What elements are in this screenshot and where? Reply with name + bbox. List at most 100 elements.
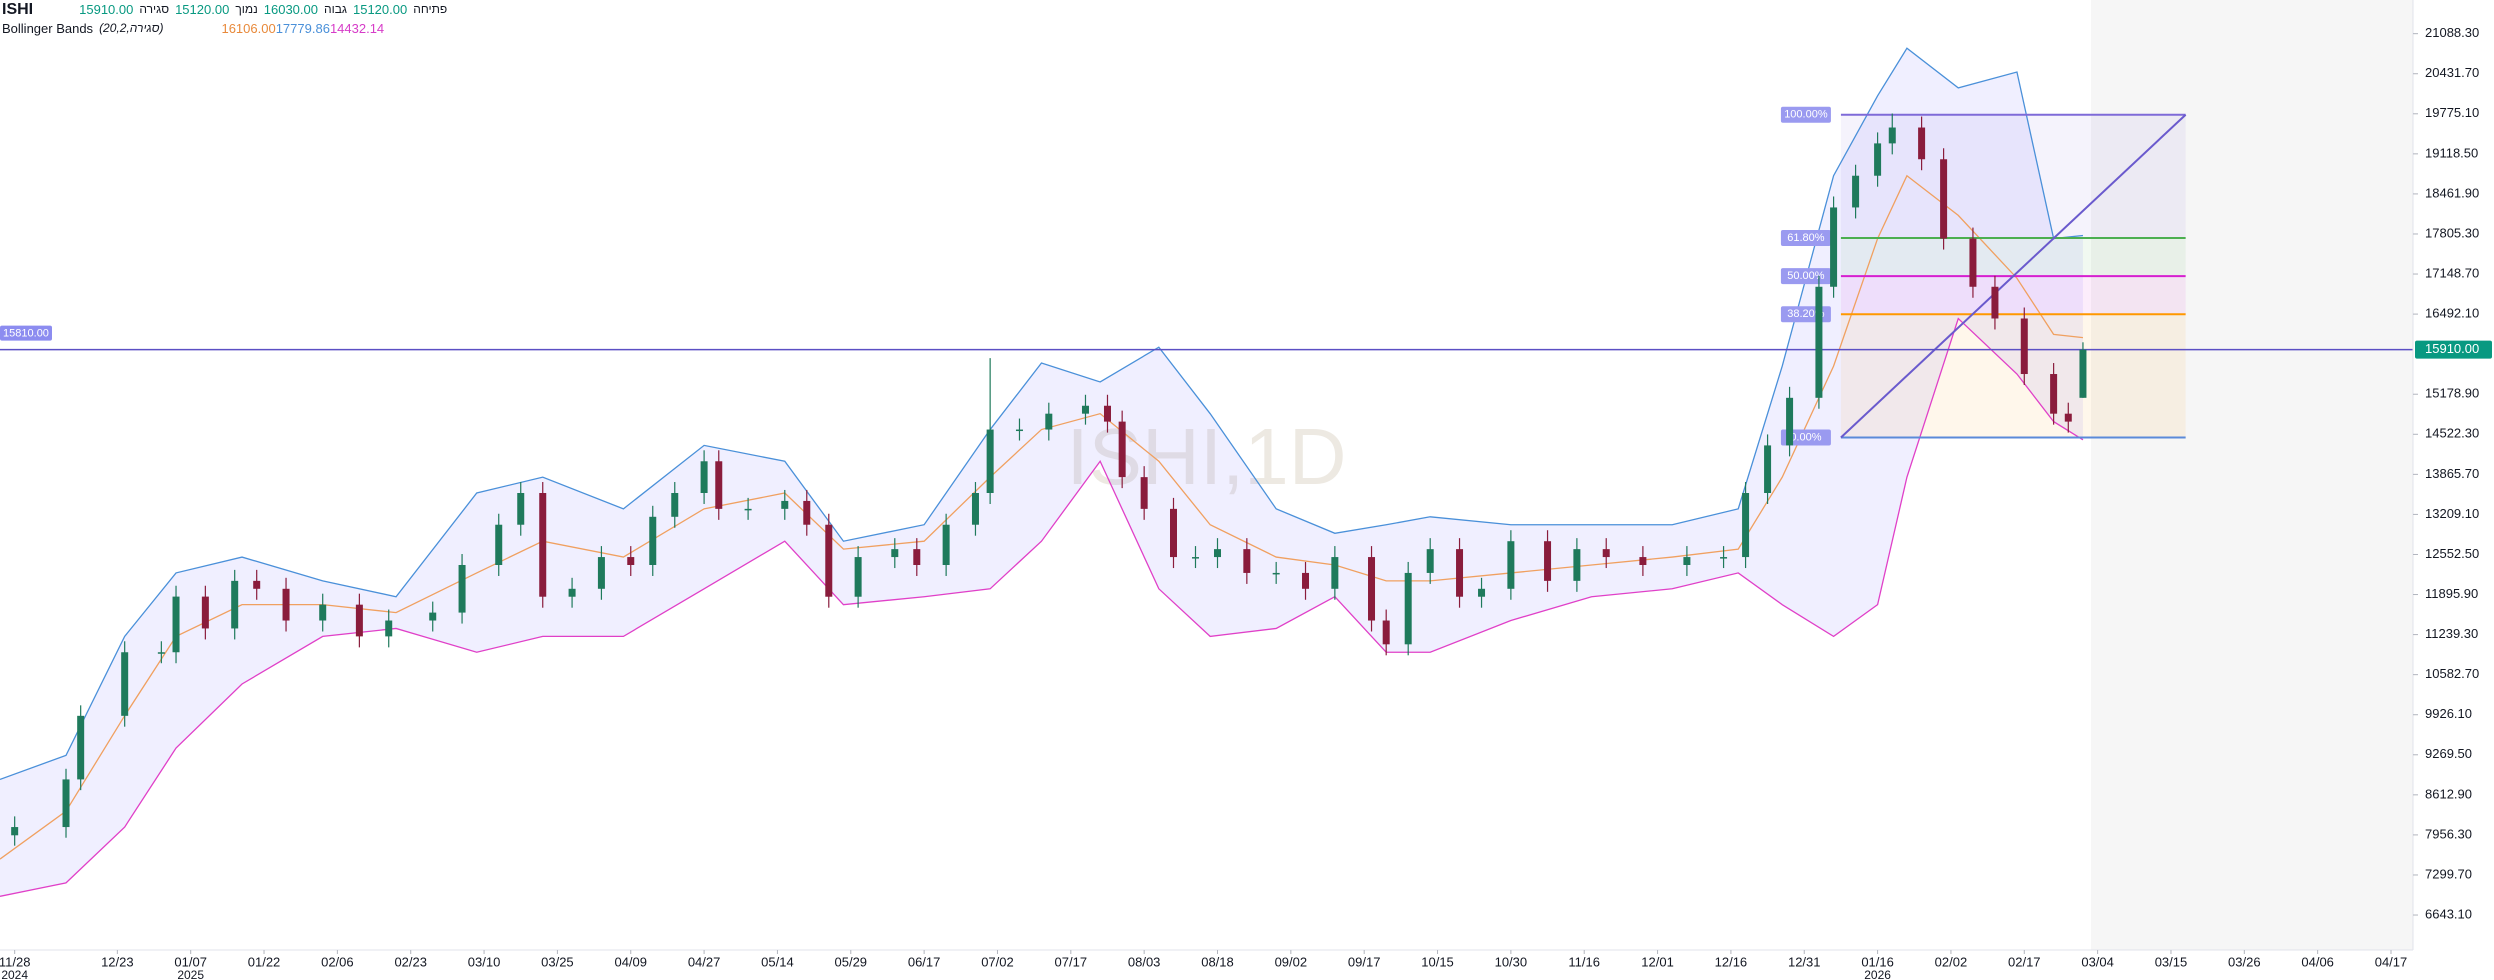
x-tick-label: 11/28 — [0, 954, 30, 969]
fib-zone — [1840, 237, 2186, 277]
candle-body — [1888, 127, 1896, 144]
ohlc-name: סגירה — [139, 2, 170, 16]
candle-body — [1368, 557, 1376, 621]
x-tick-label: 01/07 — [174, 954, 207, 969]
y-tick-label: 18461.90 — [2425, 185, 2479, 200]
ohlc-value: 15910.00 — [79, 2, 134, 17]
y-tick-label: 19118.50 — [2425, 145, 2478, 160]
candle-body — [986, 429, 994, 493]
candle-body — [77, 715, 85, 780]
candle-body — [825, 524, 833, 597]
candle-body — [1103, 405, 1111, 422]
year-label: 2024 — [1, 968, 28, 980]
x-tick-label: 03/04 — [2081, 954, 2114, 969]
x-tick-label: 07/17 — [1055, 954, 1088, 969]
candle-body — [11, 827, 19, 836]
candle-body — [1742, 492, 1750, 558]
x-tick-label: 04/06 — [2301, 954, 2334, 969]
candle-body — [1478, 588, 1486, 597]
band-fill — [0, 48, 2083, 897]
y-tick-label: 21088.30 — [2425, 25, 2479, 40]
candle-body — [1544, 541, 1552, 581]
fib-zone — [1840, 276, 2186, 315]
fib-label: 0.00% — [1790, 431, 1821, 443]
fib-label-bg — [1780, 429, 1831, 446]
ohlc-name: נמוך — [235, 2, 258, 16]
y-tick-label: 6643.10 — [2425, 906, 2472, 921]
price-left-bg — [0, 325, 52, 341]
y-tick-label: 15178.90 — [2425, 386, 2479, 401]
candle-body — [1852, 175, 1860, 208]
year-label: 2025 — [177, 968, 204, 980]
candle-body — [231, 580, 239, 629]
candle-body — [1331, 557, 1339, 589]
price-right-bg — [2415, 340, 2492, 359]
band-lower — [0, 317, 2084, 897]
y-tick-label: 16492.10 — [2425, 306, 2479, 321]
candle-body — [891, 549, 899, 558]
fib-label: 50.00% — [1787, 270, 1825, 282]
indicator-legend: Bollinger Bands (20,2,סגירה) 16106.00 177… — [2, 19, 447, 38]
x-tick-label: 10/15 — [1421, 954, 1454, 969]
candle-body — [1764, 445, 1772, 493]
candle-body — [1045, 413, 1053, 430]
y-tick-label: 17148.70 — [2425, 265, 2479, 280]
candle-body — [458, 564, 466, 613]
candle-body — [1507, 541, 1515, 589]
candle-body — [700, 461, 708, 493]
candle-body — [355, 604, 363, 637]
x-tick-label: 04/09 — [614, 954, 647, 969]
x-tick-label: 03/25 — [541, 954, 574, 969]
x-tick-label: 12/01 — [1641, 954, 1674, 969]
x-tick-label: 02/17 — [2008, 954, 2041, 969]
candle-body — [157, 652, 165, 654]
x-tick-label: 02/02 — [1935, 954, 1968, 969]
y-tick-label: 19775.10 — [2425, 105, 2479, 120]
candle-body — [1243, 549, 1251, 573]
candle-body — [2064, 413, 2072, 422]
candle-body — [539, 492, 547, 597]
indicator-values: 16106.00 17779.86 14432.14 — [221, 19, 384, 38]
y-tick-label: 20431.70 — [2425, 65, 2479, 80]
candle-body — [971, 492, 979, 525]
candle-body — [1272, 572, 1280, 575]
candle-body — [1214, 549, 1222, 558]
candle-body — [1382, 620, 1390, 645]
candle-body — [1426, 549, 1434, 573]
candle-body — [1015, 429, 1023, 432]
fib-label: 38.20% — [1787, 308, 1825, 320]
fib-label: 61.80% — [1787, 232, 1825, 244]
candle-body — [1404, 572, 1412, 645]
candle-body — [1683, 557, 1691, 565]
future-region — [2090, 0, 2413, 950]
y-tick-label: 12552.50 — [2425, 546, 2479, 561]
x-tick-label: 07/02 — [981, 954, 1014, 969]
candle-body — [2079, 349, 2087, 398]
candle-body — [121, 652, 129, 716]
candle-body — [1918, 127, 1926, 160]
x-tick-label: 12/16 — [1715, 954, 1748, 969]
x-tick-label: 10/30 — [1495, 954, 1528, 969]
symbol: ISHI — [2, 1, 34, 18]
candle-body — [1991, 286, 1999, 319]
x-tick-label: 08/03 — [1128, 954, 1161, 969]
candle-body — [1969, 238, 1977, 287]
ohlc-value: 15120.00 — [175, 2, 230, 17]
candle-body — [1639, 557, 1647, 565]
y-tick-label: 9926.10 — [2425, 706, 2472, 721]
x-tick-label: 05/14 — [761, 954, 794, 969]
y-tick-label: 7956.30 — [2425, 826, 2472, 841]
x-tick-label: 09/17 — [1348, 954, 1381, 969]
candle-body — [62, 779, 70, 828]
legend: ISHI 15910.00 סגירה 15120.00 נמוך 16030.00 גב… — [2, 0, 447, 38]
x-tick-label: 01/22 — [248, 954, 281, 969]
candle-body — [1169, 508, 1177, 558]
y-tick-label: 11239.30 — [2425, 626, 2478, 641]
candle-body — [495, 524, 503, 565]
ohlc-legend: ISHI 15910.00 סגירה 15120.00 נמוך 16030.00 גב… — [2, 0, 447, 19]
candle-body — [1573, 549, 1581, 581]
candle-body — [1830, 207, 1838, 287]
y-tick-label: 11895.90 — [2425, 586, 2478, 601]
